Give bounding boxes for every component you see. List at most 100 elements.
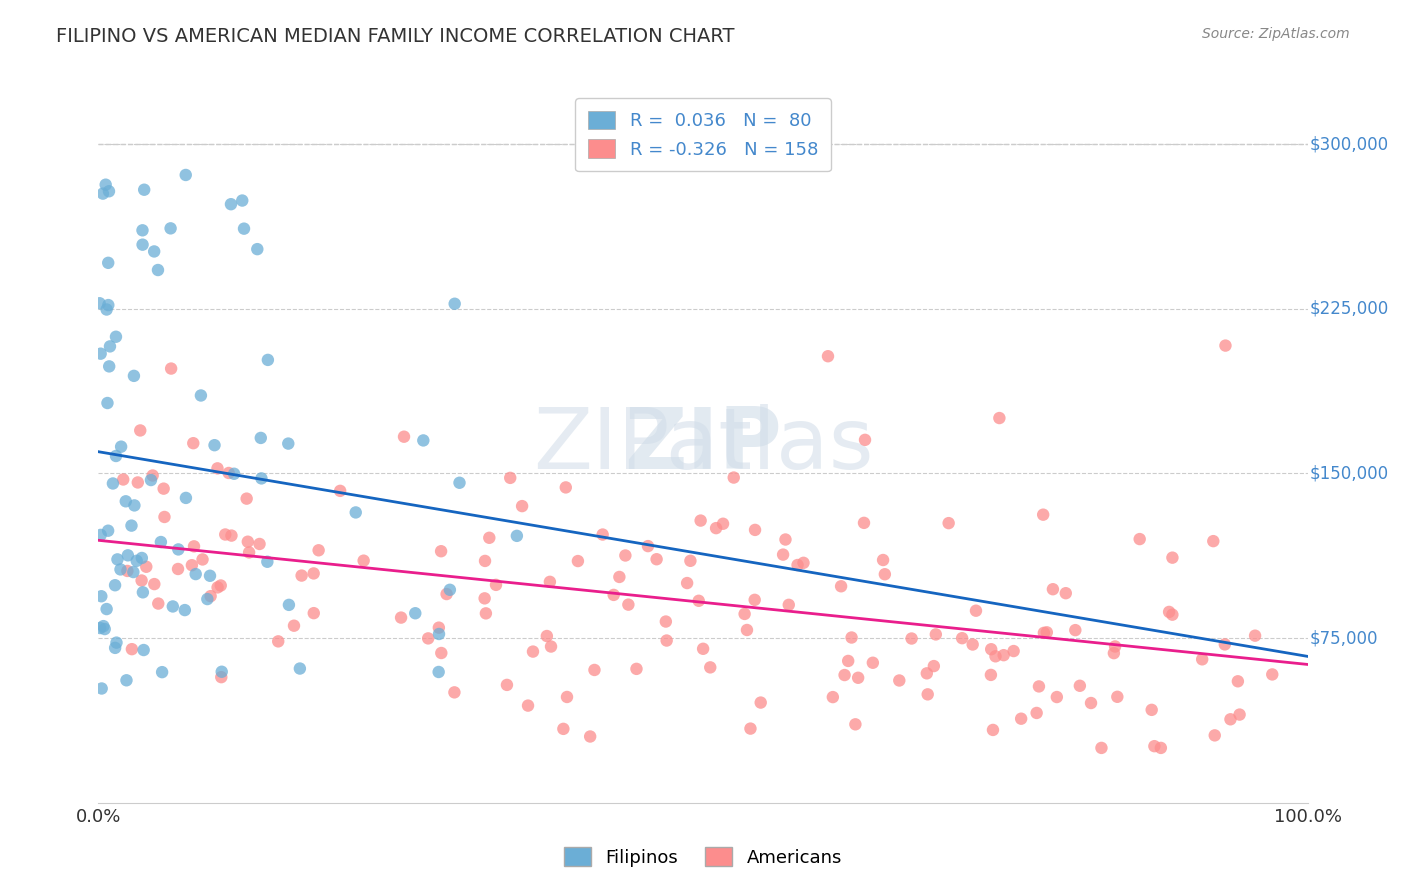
Point <box>152 482 174 496</box>
Point <box>256 555 278 569</box>
Point <box>117 564 139 578</box>
Point <box>553 722 575 736</box>
Point <box>162 599 184 614</box>
Point <box>93 619 115 633</box>
Point <box>101 476 124 491</box>
Point <box>167 562 190 576</box>
Point <box>830 579 852 593</box>
Point <box>96 302 118 317</box>
Point <box>135 559 157 574</box>
Point <box>1150 740 1173 755</box>
Point <box>277 598 299 612</box>
Point <box>200 589 222 603</box>
Point <box>1161 607 1184 622</box>
Point <box>104 449 127 463</box>
Point <box>775 533 797 547</box>
Point <box>496 678 519 692</box>
Point <box>174 491 197 505</box>
Point <box>142 468 165 483</box>
Point <box>1202 534 1225 549</box>
Point <box>238 545 260 559</box>
Point <box>1025 706 1047 720</box>
Point <box>131 223 153 237</box>
Point <box>105 635 128 649</box>
Legend: R =  0.036   N =  80, R = -0.326   N = 158: R = 0.036 N = 80, R = -0.326 N = 158 <box>575 98 831 171</box>
Point <box>962 638 984 652</box>
Point <box>1159 605 1181 619</box>
Point <box>1002 644 1025 658</box>
Point <box>567 554 589 568</box>
Text: Source: ZipAtlas.com: Source: ZipAtlas.com <box>1202 27 1350 41</box>
Point <box>1032 625 1054 640</box>
Point <box>443 297 465 311</box>
Point <box>540 640 562 654</box>
Point <box>1010 712 1032 726</box>
Point <box>817 349 839 363</box>
Point <box>190 388 212 402</box>
Point <box>107 552 129 566</box>
Point <box>122 565 145 579</box>
Point <box>427 665 450 679</box>
Point <box>900 632 922 646</box>
Point <box>236 534 259 549</box>
Point <box>389 610 412 624</box>
Point <box>1213 637 1236 651</box>
Point <box>443 685 465 699</box>
Point <box>96 602 118 616</box>
Point <box>98 339 121 353</box>
Point <box>302 566 325 581</box>
Point <box>744 592 766 607</box>
Point <box>257 352 280 367</box>
Point <box>160 361 183 376</box>
Point <box>980 642 1002 657</box>
Point <box>626 662 648 676</box>
Point <box>139 473 162 487</box>
Point <box>90 589 112 603</box>
Text: FILIPINO VS AMERICAN MEDIAN FAMILY INCOME CORRELATION CHART: FILIPINO VS AMERICAN MEDIAN FAMILY INCOM… <box>56 27 735 45</box>
Point <box>510 499 533 513</box>
Point <box>676 576 699 591</box>
Point <box>89 621 111 635</box>
Point <box>124 499 146 513</box>
Point <box>149 535 172 549</box>
Point <box>96 396 118 410</box>
Point <box>143 577 166 591</box>
Point <box>250 471 273 485</box>
Point <box>121 518 143 533</box>
Point <box>211 665 233 679</box>
Point <box>938 516 960 530</box>
Point <box>704 521 727 535</box>
Point <box>174 168 197 182</box>
Point <box>965 604 987 618</box>
Point <box>221 528 243 542</box>
Point <box>231 194 253 208</box>
Legend: Filipinos, Americans: Filipinos, Americans <box>557 840 849 874</box>
Point <box>129 424 152 438</box>
Point <box>988 411 1011 425</box>
Point <box>862 656 884 670</box>
Point <box>117 549 139 563</box>
Point <box>872 553 894 567</box>
Point <box>506 529 529 543</box>
Point <box>97 256 120 270</box>
Point <box>134 183 156 197</box>
Point <box>475 607 498 621</box>
Point <box>1140 703 1163 717</box>
Point <box>1107 690 1129 704</box>
Point <box>93 622 115 636</box>
Point <box>846 671 869 685</box>
Point <box>131 551 153 566</box>
Point <box>110 562 132 576</box>
Point <box>981 723 1004 737</box>
Point <box>449 475 471 490</box>
Point <box>207 461 229 475</box>
Point <box>984 649 1007 664</box>
Point <box>614 549 637 563</box>
Point <box>302 606 325 620</box>
Point <box>173 603 195 617</box>
Point <box>499 471 522 485</box>
Point <box>97 524 120 538</box>
Point <box>474 554 496 568</box>
Point <box>308 543 330 558</box>
Point <box>249 537 271 551</box>
